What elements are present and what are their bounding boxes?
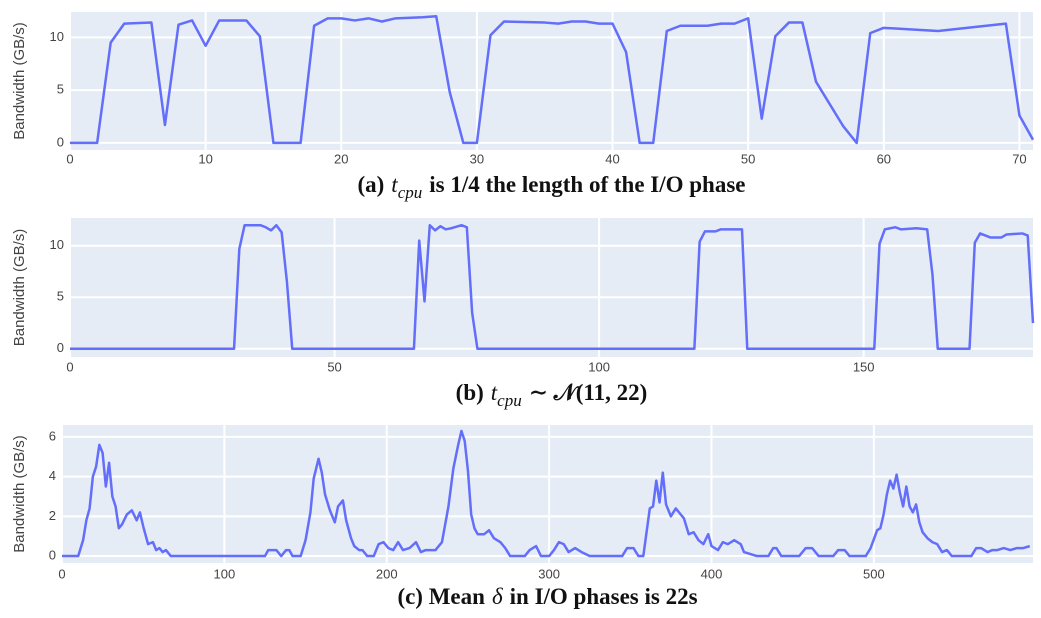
caption-part: t	[491, 380, 498, 405]
caption-part: ∼ 𝒩(11, 22)	[529, 380, 648, 405]
x-tick-label: 10	[198, 151, 212, 166]
subplot: 0 10 20 30 40 50 60 70 0 5 10 Bandwidth (GB/s) (a) tc…	[11, 12, 1035, 202]
caption-part: (b)	[456, 380, 484, 405]
data-line	[62, 429, 1031, 558]
x-tick-label: 0	[66, 151, 73, 166]
subplot: 0 50 100 150 0 5 10 Bandwidth (GB/s) (b) tcpu ∼ 𝒩(…	[11, 218, 1035, 410]
caption-part: in I/O phases is 22s	[510, 584, 698, 609]
y-tick-label: 0	[49, 547, 56, 562]
x-tick-label: 300	[538, 566, 560, 581]
x-tick-label: 400	[701, 566, 723, 581]
caption-part: δ	[492, 584, 503, 609]
caption-part: t	[391, 172, 398, 197]
x-tick-label: 0	[66, 359, 73, 374]
plot-background	[70, 12, 1033, 150]
y-tick-label: 2	[49, 508, 56, 523]
y-tick-label: 10	[50, 29, 64, 44]
y-tick-label: 5	[57, 82, 64, 97]
y-tick-label: 0	[57, 134, 64, 149]
caption: (c) Mean δ in I/O phases is 22s	[397, 584, 697, 609]
x-tick-label: 200	[376, 566, 398, 581]
data-line	[70, 14, 1035, 145]
x-tick-label: 0	[58, 566, 65, 581]
y-tick-label: 10	[50, 237, 64, 252]
x-tick-label: 50	[327, 359, 341, 374]
x-tick-label: 70	[1012, 151, 1026, 166]
x-tick-label: 100	[588, 359, 610, 374]
x-tick-label: 60	[877, 151, 891, 166]
y-tick-label: 5	[57, 289, 64, 304]
caption: (b) tcpu ∼ 𝒩(11, 22)	[456, 380, 648, 410]
x-tick-label: 20	[334, 151, 348, 166]
subplot: 0 100 200 300 400 500 0 2 4 6 Bandwidth (GB/s) (c) …	[11, 425, 1033, 609]
caption-part: cpu	[398, 183, 423, 202]
x-tick-label: 30	[470, 151, 484, 166]
caption-part: (c) Mean	[397, 584, 485, 609]
x-tick-label: 500	[863, 566, 885, 581]
y-axis-label: Bandwidth (GB/s)	[11, 229, 28, 347]
x-tick-label: 150	[853, 359, 875, 374]
caption-part: (a)	[357, 172, 384, 197]
caption: (a) tcpu is 1/4 the length of the I/O phas…	[357, 172, 745, 202]
x-tick-label: 100	[214, 566, 236, 581]
y-axis-label: Bandwidth (GB/s)	[11, 435, 28, 553]
y-tick-label: 4	[49, 468, 56, 483]
x-tick-label: 50	[741, 151, 755, 166]
caption-part: cpu	[497, 391, 522, 410]
caption-part: is 1/4 the length of the I/O phase	[429, 172, 745, 197]
y-tick-label: 6	[49, 428, 56, 443]
plot-background	[70, 218, 1033, 357]
data-line	[70, 223, 1035, 351]
y-axis-label: Bandwidth (GB/s)	[11, 22, 28, 140]
x-tick-label: 40	[605, 151, 619, 166]
y-tick-label: 0	[57, 340, 64, 355]
